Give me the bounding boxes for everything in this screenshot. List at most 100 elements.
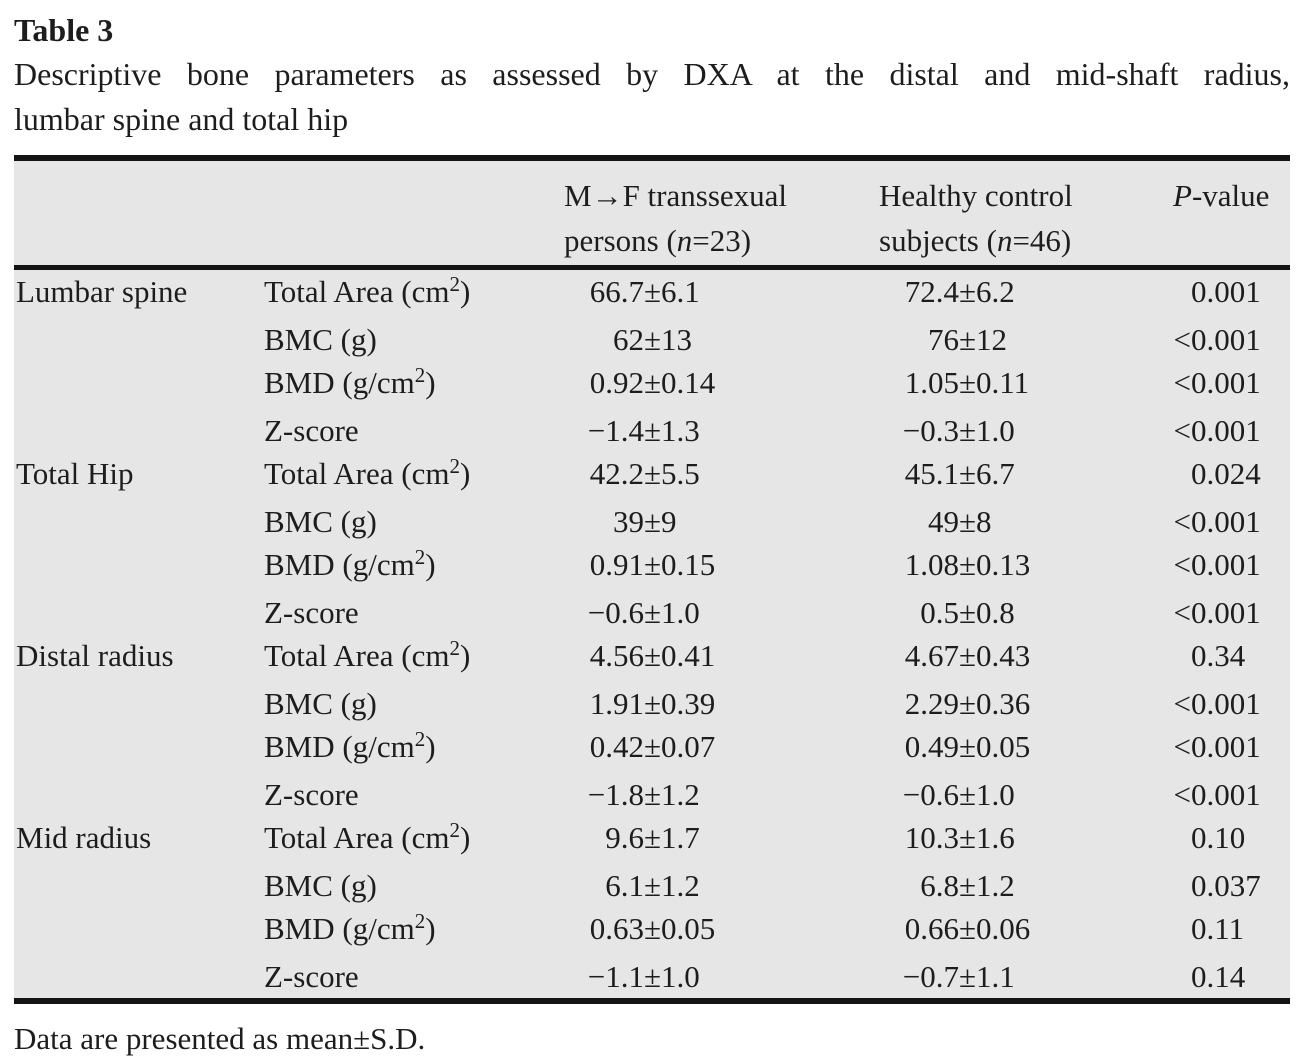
value-group-a: 0.42±0.07	[564, 725, 879, 773]
value-group-a: 0.92±0.14	[564, 361, 879, 409]
group-b-title: Healthy control	[879, 178, 1073, 213]
plus-minus: ±	[644, 594, 662, 630]
mean-value: 10.3	[904, 820, 959, 855]
sd-value: 0.05	[976, 729, 1031, 764]
mean-value: −0.7	[902, 958, 959, 994]
sd-value: 0.14	[661, 365, 716, 400]
p-value: 0.14	[1169, 955, 1290, 999]
value-group-b: 72.4±6.2	[879, 270, 1169, 318]
less-than-sign: <	[1173, 776, 1191, 812]
sd-value: 0.11	[976, 365, 1030, 400]
parameter-text: )	[425, 365, 436, 400]
parameter-text: Total Area (cm	[264, 638, 450, 673]
p-number: 0.024	[1191, 456, 1261, 491]
value-group-b: 0.49±0.05	[879, 725, 1169, 773]
superscript: 2	[414, 727, 426, 751]
table-row: BMD (g/cm2) 0.92±0.14 1.05±0.11 <0.001	[14, 361, 1290, 409]
parameter-label: Total Area (cm2)	[264, 452, 564, 500]
plus-minus: ±	[959, 776, 977, 812]
p-value: 0.024	[1169, 452, 1290, 500]
sd-value: 0.8	[976, 594, 1015, 630]
region-label	[14, 773, 264, 817]
plus-minus: ±	[959, 958, 977, 994]
italic-n: n	[676, 223, 693, 258]
table-row: Z-score −0.6±1.0 0.5±0.8 <0.001	[14, 591, 1290, 635]
p-value: <0.001	[1169, 500, 1290, 544]
table-row: BMC (g) 62±13 76±12 <0.001	[14, 318, 1290, 362]
value-group-b: −0.3±1.0	[879, 409, 1169, 453]
value-group-a: −1.8±1.2	[564, 773, 879, 817]
sd-value: 1.0	[661, 958, 700, 994]
sd-value: 0.43	[976, 638, 1031, 673]
plus-minus: ±	[644, 776, 662, 812]
plus-minus: ±	[644, 729, 662, 764]
p-value: 0.11	[1169, 907, 1290, 955]
parameter-label: BMC (g)	[264, 682, 564, 726]
p-value: <0.001	[1169, 591, 1290, 635]
header-parameter-cell	[264, 173, 564, 263]
mean-value: 0.91	[589, 547, 644, 582]
p-number: 0.001	[1191, 274, 1261, 309]
plus-minus: ±	[644, 685, 662, 721]
table-header-row: M→F transsexual persons (n=23) Healthy c…	[14, 161, 1290, 270]
value-group-b: 0.5±0.8	[879, 591, 1169, 635]
column-header-group-b: Healthy control subjects (n=46)	[879, 173, 1169, 263]
mean-value: 6.8	[920, 867, 959, 903]
table-row: BMC (g) 1.91±0.39 2.29±0.36 <0.001	[14, 682, 1290, 726]
parameter-label: BMC (g)	[264, 500, 564, 544]
plus-minus: ±	[959, 547, 977, 582]
parameter-text: BMC (g)	[264, 503, 377, 539]
superscript: 2	[449, 818, 460, 842]
sd-value: 1.6	[976, 820, 1015, 855]
parameter-text: BMC (g)	[264, 321, 377, 357]
plus-minus: ±	[644, 365, 662, 400]
sd-value: 6.1	[661, 274, 700, 309]
parameter-text: )	[425, 729, 436, 764]
region-label	[14, 543, 264, 591]
caption-line-1: Descriptive bone parameters as assessed …	[14, 56, 1290, 92]
p-value: <0.001	[1169, 773, 1290, 817]
plus-minus: ±	[959, 911, 977, 946]
sd-value: 0.41	[661, 638, 716, 673]
superscript: 2	[414, 545, 426, 569]
sd-value: 1.7	[661, 820, 700, 855]
parameter-label: Z-score	[264, 409, 564, 453]
parameter-label: Total Area (cm2)	[264, 634, 564, 682]
value-group-b: 45.1±6.7	[879, 452, 1169, 500]
value-group-b: 6.8±1.2	[879, 864, 1169, 908]
table-label: Table 3	[14, 12, 114, 48]
plus-minus: ±	[644, 867, 662, 903]
mean-value: 42.2	[589, 456, 644, 491]
value-group-b: 10.3±1.6	[879, 816, 1169, 864]
table-row: Z-score −1.4±1.3 −0.3±1.0 <0.001	[14, 409, 1290, 453]
parameter-text: Z-score	[264, 776, 359, 812]
parameter-text: BMC (g)	[264, 867, 377, 903]
sd-value: 0.39	[661, 685, 716, 721]
p-number: 0.037	[1191, 867, 1261, 903]
region-label	[14, 955, 264, 999]
sd-value: 0.06	[976, 911, 1031, 946]
sd-value: 8	[976, 503, 992, 539]
mean-value: 2.29	[904, 685, 959, 721]
p-number: 0.001	[1191, 321, 1261, 357]
plus-minus: ±	[644, 638, 662, 673]
superscript: 2	[449, 636, 460, 660]
parameter-text: )	[459, 456, 471, 491]
p-value: 0.34	[1169, 634, 1290, 682]
table-caption: Descriptive bone parameters as assessed …	[14, 52, 1290, 142]
superscript: 2	[449, 272, 460, 296]
parameter-text: )	[425, 911, 436, 946]
superscript: 2	[414, 909, 426, 933]
less-than-sign: <	[1173, 547, 1191, 582]
value-group-a: −1.1±1.0	[564, 955, 879, 999]
parameter-label: BMD (g/cm2)	[264, 907, 564, 955]
region-label	[14, 907, 264, 955]
less-than-sign: <	[1173, 729, 1191, 764]
table-row: Mid radius Total Area (cm2) 9.6±1.7 10.3±1.…	[14, 816, 1290, 864]
sd-value: 1.0	[976, 412, 1015, 448]
parameter-label: BMD (g/cm2)	[264, 725, 564, 773]
value-group-a: 0.91±0.15	[564, 543, 879, 591]
mean-value: 76	[928, 321, 959, 357]
table-row: Lumbar spine Total Area (cm2) 66.7±6.1 72.4…	[14, 270, 1290, 318]
table-footnote: Data are presented as mean±S.D.	[14, 1021, 426, 1056]
